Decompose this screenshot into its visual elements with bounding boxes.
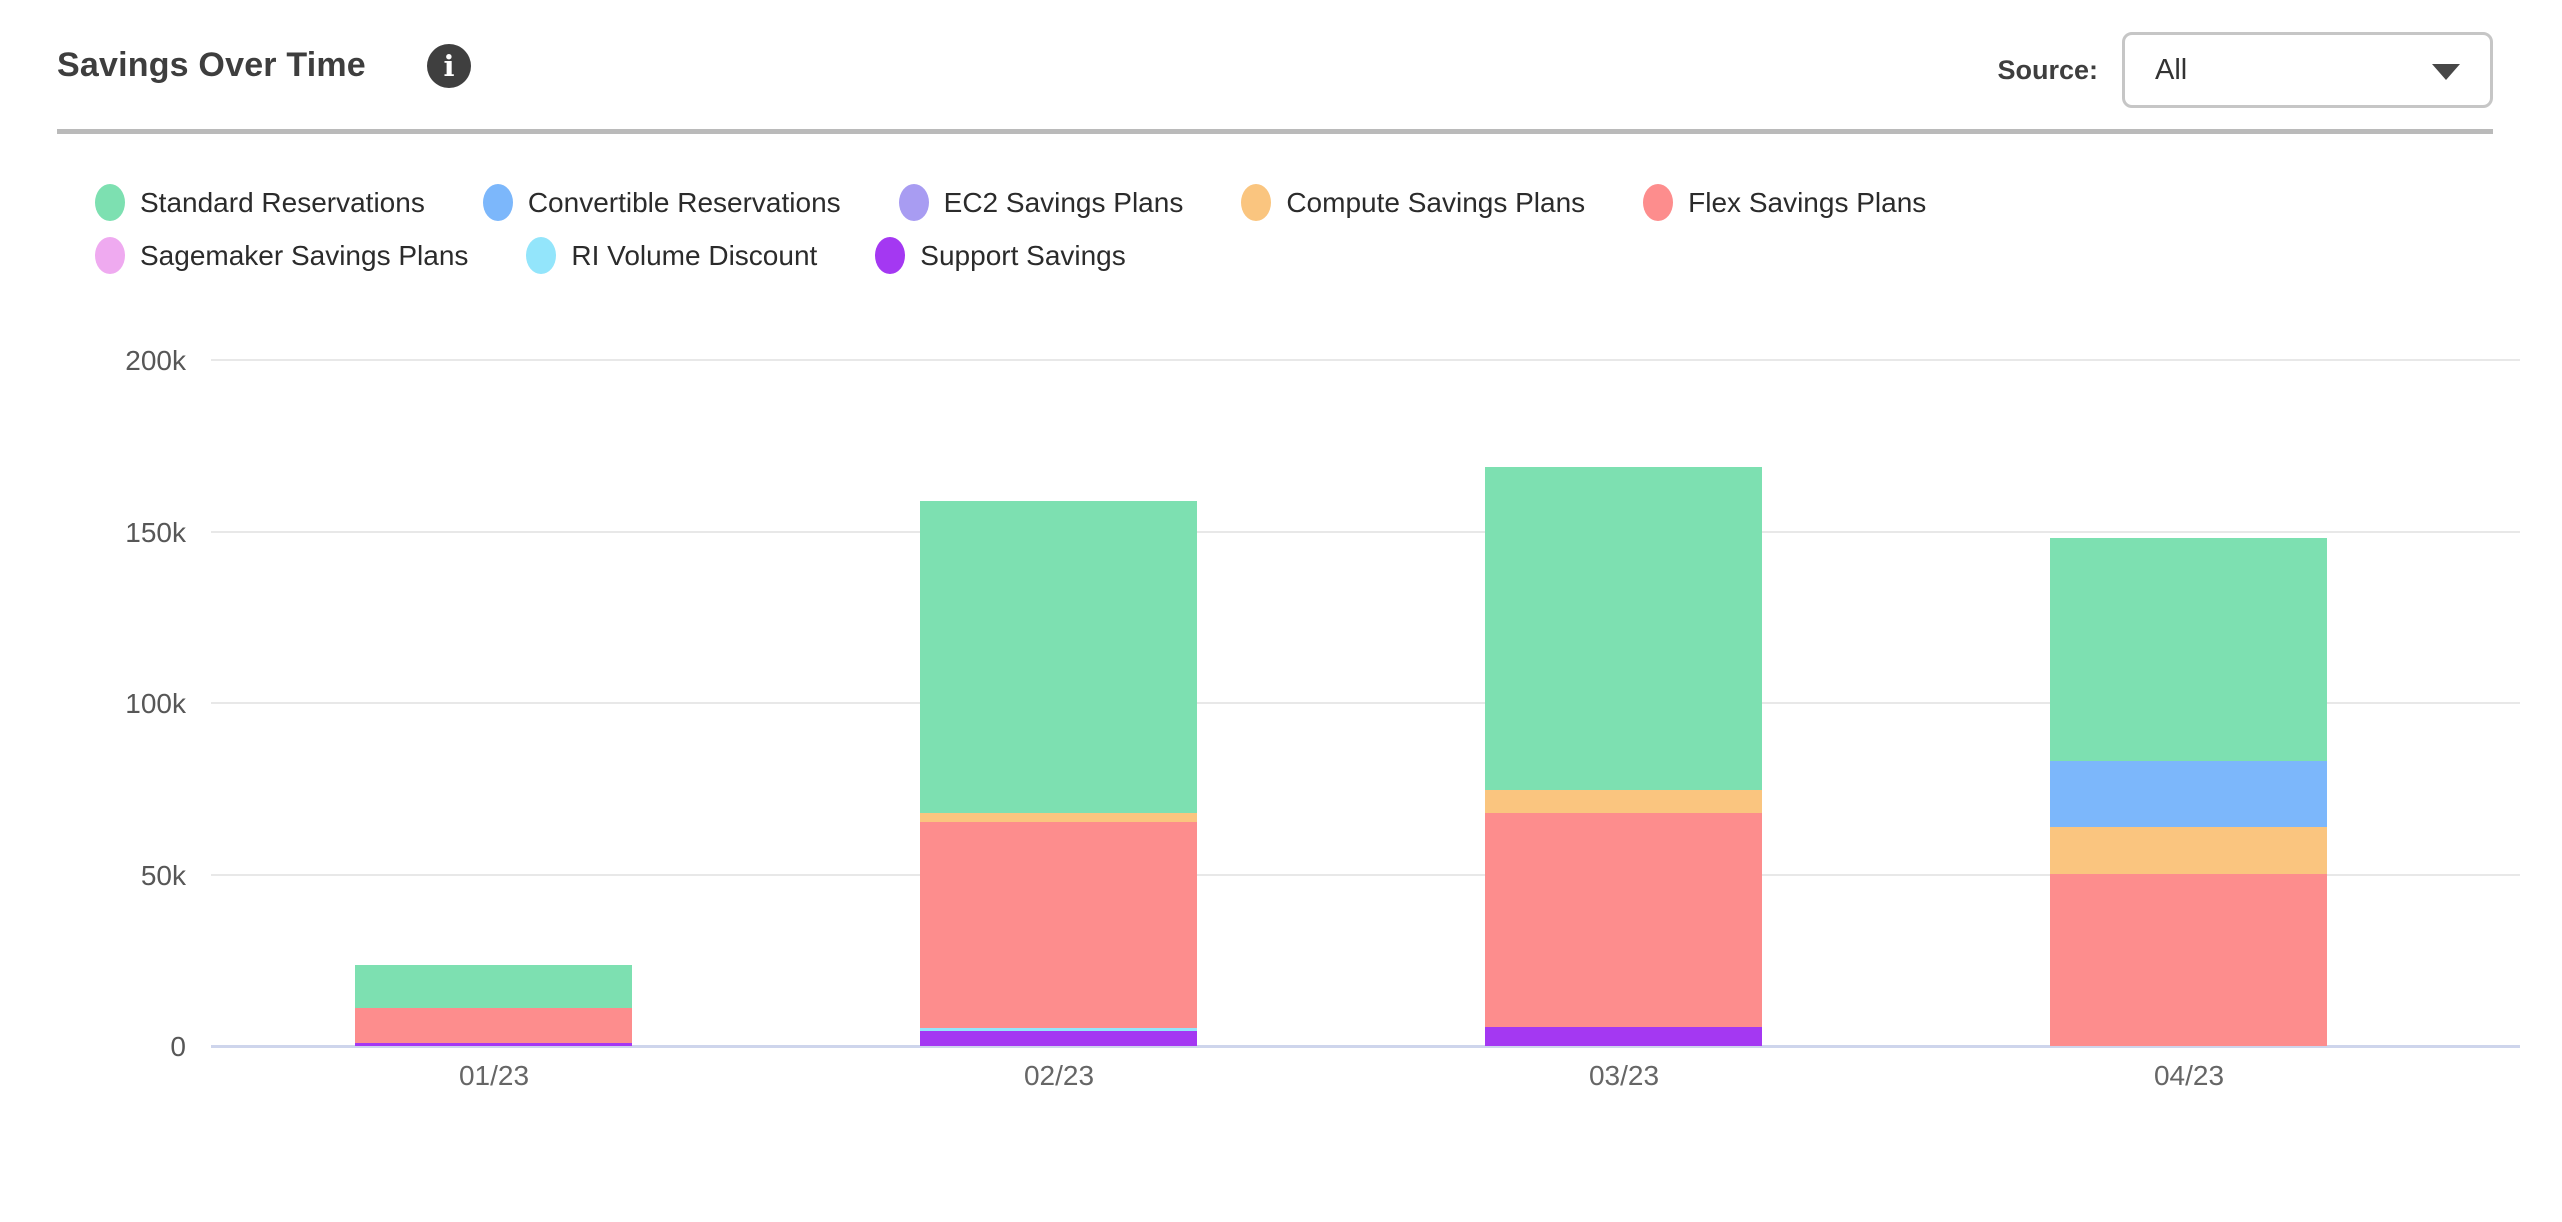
source-select[interactable]: All <box>2122 32 2493 108</box>
legend-label: Flex Savings Plans <box>1688 186 1927 218</box>
legend-item-ec2-savings-plans[interactable]: EC2 Savings Plans <box>898 184 1184 221</box>
legend-dot-icon <box>1241 184 1272 221</box>
legend-item-support-savings[interactable]: Support Savings <box>875 237 1126 274</box>
x-axis-line <box>211 1045 2520 1048</box>
bar-03-23 <box>1485 467 1762 1046</box>
legend-label: Convertible Reservations <box>527 186 841 218</box>
y-tick-label: 50k <box>140 860 186 891</box>
source-select-value: All <box>2155 53 2188 86</box>
legend-label: Support Savings <box>920 239 1126 271</box>
legend-label: Sagemaker Savings Plans <box>140 239 469 271</box>
bar-segment-standard-reservations[interactable] <box>1485 467 1762 790</box>
bar-segment-support-savings[interactable] <box>355 1043 632 1046</box>
bar-segment-support-savings[interactable] <box>1485 1027 1762 1046</box>
page-title: Savings Over Time <box>57 46 366 84</box>
legend-item-sagemaker-savings-plans[interactable]: Sagemaker Savings Plans <box>95 237 468 274</box>
y-tick-label: 150k <box>125 517 186 548</box>
bar-segment-flex-savings-plans[interactable] <box>355 1008 632 1043</box>
legend-row: Sagemaker Savings Plans RI Volume Discoun… <box>95 237 1926 274</box>
chevron-down-icon <box>2432 64 2460 80</box>
bar-segment-flex-savings-plans[interactable] <box>920 822 1197 1028</box>
legend-label: Standard Reservations <box>140 186 425 218</box>
x-tick-label: 02/23 <box>1023 1060 1095 1091</box>
y-tick-label: 0 <box>170 1031 186 1062</box>
bar-segment-support-savings[interactable] <box>920 1031 1197 1046</box>
bar-segment-convertible-reservations[interactable] <box>2050 761 2327 827</box>
legend-label: Compute Savings Plans <box>1286 186 1586 218</box>
legend-item-standard-reservations[interactable]: Standard Reservations <box>95 184 425 221</box>
bar-02-23 <box>920 501 1197 1046</box>
gridline-200k <box>211 359 2520 361</box>
x-tick-label: 03/23 <box>1588 1060 1660 1091</box>
gridline-100k <box>211 702 2520 704</box>
legend-dot-icon <box>95 237 125 274</box>
bar-01-23 <box>355 965 632 1046</box>
legend-dot-icon <box>875 237 906 274</box>
gridline-150k <box>211 531 2520 533</box>
info-icon-glyph: i <box>443 48 455 83</box>
gridline-50k <box>211 874 2520 876</box>
legend-row: Standard Reservations Convertible Reserva… <box>95 184 1926 221</box>
y-tick-label: 200k <box>125 345 186 376</box>
legend-item-flex-savings-plans[interactable]: Flex Savings Plans <box>1643 184 1926 221</box>
legend-label: EC2 Savings Plans <box>943 186 1184 218</box>
legend-item-compute-savings-plans[interactable]: Compute Savings Plans <box>1241 184 1585 221</box>
x-tick-label: 04/23 <box>2153 1060 2225 1091</box>
bar-segment-standard-reservations[interactable] <box>2050 538 2327 761</box>
bar-segment-flex-savings-plans[interactable] <box>1485 813 1762 1027</box>
bar-segment-compute-savings-plans[interactable] <box>1485 790 1762 813</box>
legend-dot-icon <box>95 184 125 221</box>
y-tick-label: 100k <box>125 688 186 719</box>
bar-segment-standard-reservations[interactable] <box>355 965 632 1008</box>
bar-segment-ri-volume-discount[interactable] <box>920 1028 1197 1031</box>
bar-segment-compute-savings-plans[interactable] <box>2050 827 2327 874</box>
source-label: Source: <box>1997 54 2098 85</box>
legend-dot-icon <box>482 184 513 221</box>
legend-item-ri-volume-discount[interactable]: RI Volume Discount <box>526 237 817 274</box>
legend-dot-icon <box>898 184 929 221</box>
x-tick-label: 01/23 <box>458 1060 530 1091</box>
bar-segment-standard-reservations[interactable] <box>920 501 1197 813</box>
header-divider <box>57 129 2493 134</box>
info-icon[interactable]: i <box>427 44 471 88</box>
chart-legend: Standard Reservations Convertible Reserva… <box>95 184 1926 274</box>
legend-label: RI Volume Discount <box>571 239 818 271</box>
bar-04-23 <box>2050 538 2327 1046</box>
legend-dot-icon <box>1643 184 1674 221</box>
legend-item-convertible-reservations[interactable]: Convertible Reservations <box>482 184 841 221</box>
bar-segment-compute-savings-plans[interactable] <box>920 813 1197 822</box>
legend-dot-icon <box>526 237 557 274</box>
source-filter: Source: All <box>1997 32 2493 108</box>
bar-segment-flex-savings-plans[interactable] <box>2050 874 2327 1046</box>
